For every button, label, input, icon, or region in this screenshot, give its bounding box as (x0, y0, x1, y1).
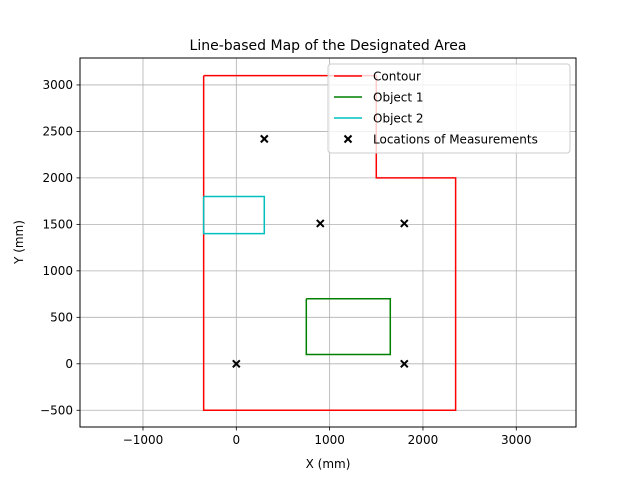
series-layer (202, 74, 457, 412)
x-marker-stroke (260, 134, 269, 144)
legend-label-locations-of-measurements: Locations of Measurements (373, 133, 538, 147)
y-tick-label: 3000 (42, 78, 73, 92)
x-axis-label: X (mm) (306, 457, 351, 471)
legend-box (327, 63, 571, 154)
x-tick-label: −1000 (123, 433, 164, 447)
y-tick-label: −500 (40, 403, 73, 417)
x-marker-stroke (316, 219, 325, 228)
x-marker-stroke (400, 219, 409, 228)
legend-label-object-2: Object 2 (373, 112, 424, 126)
legend-label-object-1: Object 1 (373, 91, 424, 105)
y-tick-label: 500 (50, 310, 73, 324)
y-tick-label: 1500 (42, 217, 73, 231)
x-marker-stroke (400, 359, 409, 369)
locations-of-measurements-point (232, 359, 241, 369)
legend: Contour Object 1 Object 2 Locations of Meas… (327, 63, 571, 154)
object-1-line (305, 297, 392, 356)
x-tick-label: 0 (232, 433, 240, 447)
legend-swatch-locations-of-measurements (343, 134, 353, 144)
plot-frame (79, 57, 577, 428)
x-tick-label: 1000 (314, 433, 345, 447)
locations-of-measurements-point (400, 219, 409, 228)
legend-label-contour: Contour (373, 70, 421, 84)
y-tick-label: 2000 (42, 171, 73, 185)
object-2-line (202, 195, 266, 235)
x-marker-stroke (232, 359, 241, 369)
y-tick-label: 1000 (42, 264, 73, 278)
x-marker-stroke (343, 134, 353, 144)
y-axis-label: Y (mm) (12, 220, 26, 265)
x-tick-label: 2000 (408, 433, 439, 447)
chart-title: Line-based Map of the Designated Area (190, 38, 467, 54)
locations-of-measurements-point (316, 219, 325, 228)
locations-of-measurements-point (400, 359, 409, 369)
x-tick-label: 3000 (501, 433, 532, 447)
tick-layer: −1000 0 1000 2000 3000 −500 0 500 1000 1500 2000 25… (40, 78, 532, 447)
locations-of-measurements-point (260, 134, 269, 144)
y-tick-label: 2500 (42, 124, 73, 138)
y-tick-label: 0 (65, 357, 73, 371)
